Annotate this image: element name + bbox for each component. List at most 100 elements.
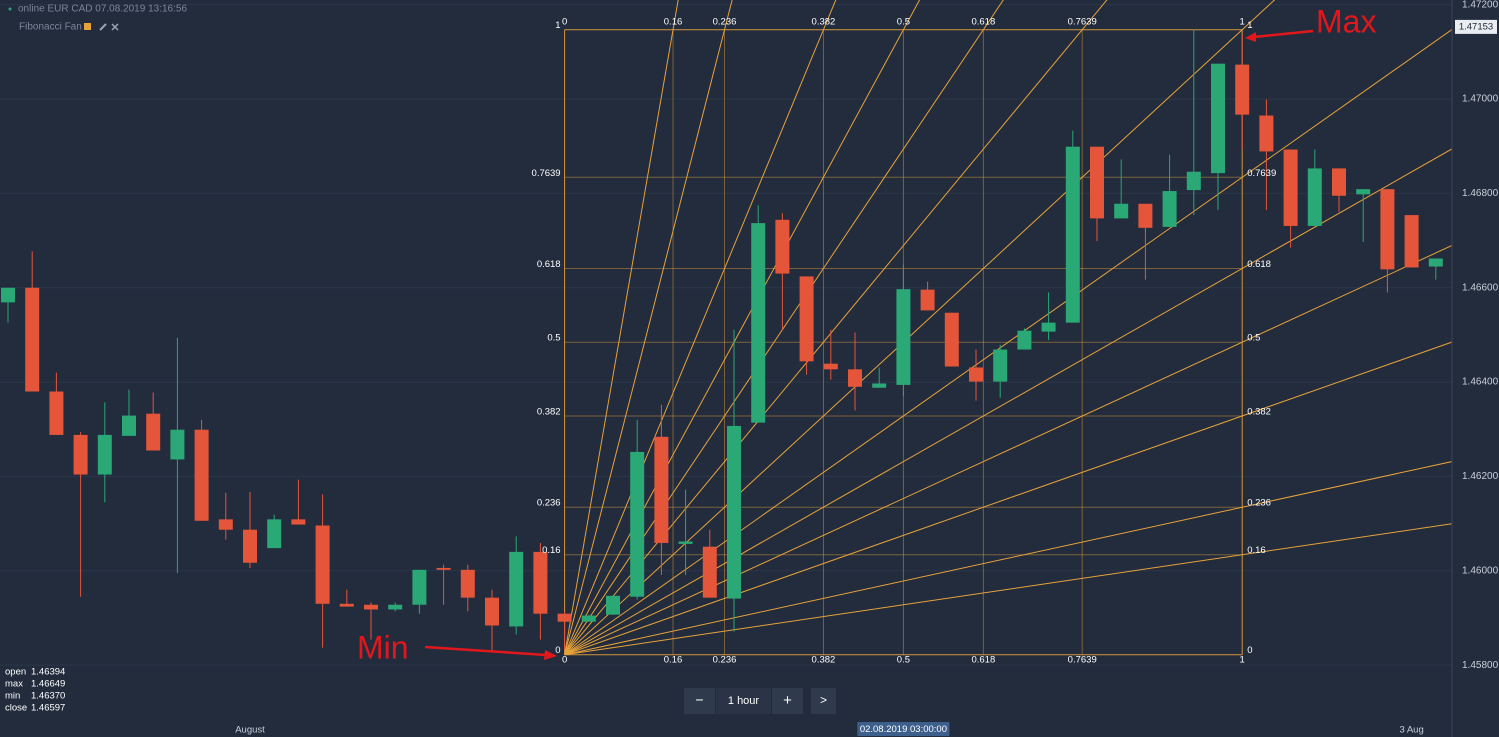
candle-body: [436, 567, 451, 570]
tool-name: Fibonacci Fan: [19, 22, 82, 33]
candle-body: [339, 603, 354, 607]
candle-body: [509, 551, 524, 627]
candle-body: [1162, 191, 1177, 227]
y-tick-label: 1.47000: [1462, 94, 1499, 105]
y-tick-label: 1.47200: [1462, 0, 1499, 10]
candle-body: [1332, 168, 1346, 196]
fib-label-right: 0.7639: [1247, 168, 1276, 179]
y-tick-label: 1.46000: [1462, 565, 1499, 576]
candle-body: [25, 287, 40, 392]
info-label: close: [5, 703, 27, 714]
timeframe-button[interactable]: [716, 688, 771, 714]
status-dot: [8, 7, 12, 11]
y-tick-label: 1.45800: [1462, 660, 1499, 671]
fib-label-top: 0.236: [713, 17, 737, 28]
candle-body: [751, 223, 766, 423]
candle-body: [218, 519, 233, 530]
candle-body: [412, 569, 427, 605]
candle-body: [315, 525, 330, 604]
candle-body: [1017, 330, 1032, 350]
candle-body: [606, 595, 620, 615]
candle-body: [654, 436, 669, 543]
arrow-max: [1253, 29, 1314, 39]
info-box: open 1.46394 max 1.46649 min 1.46370 close 1…: [5, 667, 65, 714]
fib-label-right: 0: [1247, 645, 1252, 656]
candle-body: [630, 451, 645, 597]
candle-body: [1090, 146, 1104, 219]
last-price-label: 1.47153: [1459, 21, 1493, 32]
fib-label-bottom: 0.7639: [1068, 655, 1097, 666]
fib-label-left: 1: [555, 20, 560, 31]
candle-body: [73, 434, 88, 475]
info-value: 1.46370: [31, 691, 65, 702]
fib-label-left: 0.5: [547, 333, 560, 344]
timeframe-controls: − 1 hour + >: [684, 688, 836, 714]
button-label: +: [783, 692, 792, 709]
candle-body: [775, 219, 790, 274]
candle-body: [1283, 149, 1298, 226]
fib-label-right: 0.236: [1247, 498, 1271, 509]
fib-label-right: 0.5: [1247, 333, 1260, 344]
info-value: 1.46394: [31, 667, 65, 678]
candle-body: [364, 604, 378, 610]
arrow-min: [424, 645, 547, 657]
candle-body: [1404, 215, 1419, 268]
y-tick-label: 1.46400: [1462, 377, 1499, 388]
candle-body: [291, 519, 306, 525]
candle-body: [896, 289, 911, 385]
crosshair-label: 02.08.2019 03:00:00: [860, 724, 947, 735]
candle-body: [1211, 63, 1225, 174]
annotation-max: Max: [1316, 3, 1376, 39]
fib-label-bottom: 0.382: [812, 655, 836, 666]
candle-body: [920, 289, 935, 311]
x-tick-label: 3 Aug: [1399, 725, 1423, 736]
close-icon[interactable]: [111, 23, 119, 31]
next-button[interactable]: [811, 688, 836, 714]
zoom-in-button[interactable]: [772, 688, 803, 714]
fib-label-right: 0.16: [1247, 545, 1266, 556]
x-tick-label: August: [235, 725, 265, 736]
info-label: max: [5, 679, 23, 690]
tool-color[interactable]: [84, 23, 91, 30]
fib-label-left: 0.236: [537, 498, 561, 509]
candle-body: [727, 425, 741, 599]
fib-label-left: 0: [555, 645, 560, 656]
crosshair-tag: [857, 722, 950, 736]
candle-body: [557, 613, 572, 622]
arrowhead-max: [1245, 32, 1256, 42]
candle-body: [97, 434, 112, 475]
fib-label-left: 0.7639: [532, 168, 561, 179]
candle-body: [823, 363, 838, 370]
candle-body: [702, 546, 717, 598]
candle-body: [243, 529, 257, 563]
candle-body: [1138, 203, 1153, 228]
candle-body: [993, 349, 1008, 382]
candle-body: [872, 383, 887, 388]
fib-label-top: 1: [1240, 17, 1245, 28]
candle-body: [1186, 171, 1201, 191]
y-tick-label: 1.46600: [1462, 282, 1499, 293]
candle-body: [267, 519, 282, 549]
fib-label-bottom: 0.16: [664, 655, 683, 666]
fib-label-right: 1: [1247, 20, 1252, 31]
candle-body: [1, 287, 15, 303]
info-label: min: [5, 691, 20, 702]
candle-body: [388, 604, 403, 610]
fib-label-bottom: 0.236: [713, 655, 737, 666]
candle-body: [170, 429, 185, 460]
zoom-out-button[interactable]: [684, 688, 715, 714]
candle-body: [194, 429, 209, 521]
candle-body: [1428, 258, 1443, 267]
fib-label-bottom: 0.5: [897, 655, 910, 666]
fib-label-top: 0.16: [664, 17, 683, 28]
info-value: 1.46597: [31, 703, 65, 714]
candle-body: [485, 597, 499, 626]
y-tick-label: 1.46800: [1462, 188, 1499, 199]
candle-body: [799, 276, 814, 362]
y-tick-label: 1.46200: [1462, 471, 1499, 482]
candle-body: [1114, 203, 1129, 219]
candle-body: [944, 312, 959, 367]
fib-label-bottom: 0: [562, 655, 567, 666]
candle-body: [969, 367, 983, 382]
edit-icon[interactable]: [99, 23, 107, 31]
